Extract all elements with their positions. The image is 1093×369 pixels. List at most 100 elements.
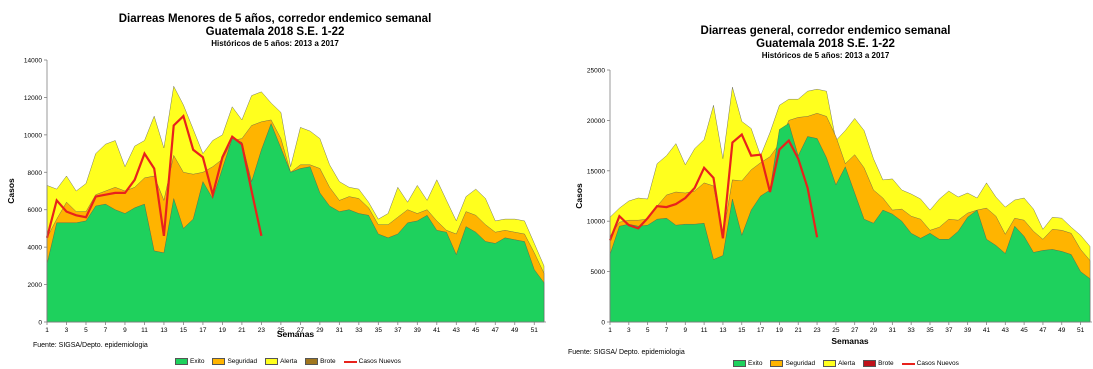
line-casos-nuevos xyxy=(45,114,263,239)
x-tick-label: 23 xyxy=(813,327,821,334)
x-tick-label: 31 xyxy=(889,327,897,334)
x-tick-label: 15 xyxy=(180,327,188,334)
x-tick-label: 37 xyxy=(394,327,402,334)
legend-swatch-seguridad xyxy=(770,360,784,367)
legend-swatch-brote xyxy=(863,360,877,367)
legend-item-seguridad: Seguridad xyxy=(770,360,815,367)
chart-panel-general: Diarreas general, corredor endemico sema… xyxy=(558,0,1093,369)
legend-label-casos-nuevos: Casos Nuevos xyxy=(358,358,401,365)
x-tick-label: 51 xyxy=(1077,327,1085,334)
legend-swatch-exito xyxy=(733,360,746,367)
line-casos-nuevos xyxy=(608,132,819,241)
x-tick-label: 43 xyxy=(453,327,461,334)
x-tick-label: 35 xyxy=(926,327,934,334)
legend-label-seguridad: Seguridad xyxy=(785,360,816,367)
x-tick-label: 33 xyxy=(355,327,363,334)
legend-swatch-casos-nuevos xyxy=(343,360,357,363)
chart-legend: Exito Seguridad Alerta Brote Casos Nuevo… xyxy=(175,358,409,365)
x-tick-label: 33 xyxy=(908,327,916,334)
x-tick-label: 47 xyxy=(1039,327,1047,334)
legend-item-alerta: Alerta xyxy=(823,360,855,367)
x-tick-label: 19 xyxy=(219,327,227,334)
y-tick-label: 8000 xyxy=(28,170,43,177)
y-axis-label: Casos xyxy=(574,183,584,209)
x-axis-label: Semanas xyxy=(277,329,315,339)
y-axis-label: Casos xyxy=(6,178,16,204)
x-axis-label: Semanas xyxy=(831,336,869,346)
legend-label-exito: Exito xyxy=(190,358,205,365)
x-tick-label: 49 xyxy=(511,327,519,334)
x-tick-label: 3 xyxy=(65,327,69,334)
chart-subtitle: Guatemala 2018 S.E. 1-22 xyxy=(205,26,345,38)
legend-item-casos-nuevos: Casos Nuevos xyxy=(901,360,959,367)
x-tick-label: 23 xyxy=(258,327,266,334)
x-tick-label: 11 xyxy=(141,327,148,334)
x-tick-label: 49 xyxy=(1058,327,1066,334)
x-tick-label: 13 xyxy=(160,327,168,334)
legend-label-casos-nuevos: Casos Nuevos xyxy=(916,360,959,367)
x-tick-label: 51 xyxy=(531,327,539,334)
x-tick-label: 9 xyxy=(683,327,687,334)
x-tick-label: 39 xyxy=(964,327,972,334)
x-tick-label: 37 xyxy=(945,327,953,334)
chart-panel-menores-5: Diarreas Menores de 5 años, corredor end… xyxy=(6,13,546,365)
legend-item-exito: Exito xyxy=(733,360,762,367)
legend-label-exito: Exito xyxy=(748,360,763,367)
legend-swatch-exito xyxy=(175,358,188,365)
chart-title: Diarreas Menores de 5 años, corredor end… xyxy=(118,13,432,25)
x-tick-label: 19 xyxy=(776,327,784,334)
y-tick-label: 4000 xyxy=(28,245,43,252)
legend-item-brote: Brote xyxy=(863,360,894,367)
chart-subtitle-historicos: Históricos de 5 años: 2013 a 2017 xyxy=(211,39,339,48)
legend-label-alerta: Alerta xyxy=(280,358,298,365)
legend-label-seguridad: Seguridad xyxy=(227,358,258,365)
y-tick-label: 10000 xyxy=(587,219,605,226)
x-tick-label: 27 xyxy=(851,327,859,334)
x-tick-label: 25 xyxy=(277,327,285,334)
legend-item-exito: Exito xyxy=(175,358,204,365)
y-tick-label: 15000 xyxy=(587,168,605,175)
x-tick-label: 21 xyxy=(795,327,803,334)
x-tick-label: 17 xyxy=(199,327,207,334)
x-tick-label: 21 xyxy=(238,327,246,334)
y-tick-label: 2000 xyxy=(28,282,43,289)
x-tick-label: 41 xyxy=(433,327,441,334)
y-tick-label: 20000 xyxy=(587,118,605,125)
y-tick-label: 0 xyxy=(38,320,42,327)
legend-item-brote: Brote xyxy=(305,358,336,365)
y-tick-label: 25000 xyxy=(587,68,605,75)
legend-swatch-brote xyxy=(305,358,319,365)
y-tick-label: 0 xyxy=(601,320,605,327)
x-tick-label: 45 xyxy=(1021,327,1029,334)
x-tick-label: 9 xyxy=(123,327,127,334)
x-tick-label: 3 xyxy=(627,327,631,334)
source-note: Fuente: SIGSA/Depto. epidemiologia xyxy=(33,342,148,349)
x-tick-label: 13 xyxy=(719,327,727,334)
area-exito xyxy=(609,123,1091,323)
x-tick-label: 43 xyxy=(1002,327,1010,334)
x-tick-label: 17 xyxy=(757,327,765,334)
area-exito xyxy=(46,123,545,323)
chart-subtitle: Guatemala 2018 S.E. 1-22 xyxy=(756,38,895,50)
x-tick-label: 47 xyxy=(492,327,500,334)
y-tick-label: 6000 xyxy=(28,207,43,214)
source-note: Fuente: SIGSA/ Depto. epidemiologia xyxy=(568,349,685,356)
legend-label-brote: Brote xyxy=(878,360,894,367)
x-tick-label: 7 xyxy=(665,327,669,334)
x-tick-label: 5 xyxy=(84,327,88,334)
chart-legend: Exito Seguridad Alerta Brote Casos Nuevo… xyxy=(733,360,967,367)
x-tick-label: 1 xyxy=(608,327,612,334)
legend-item-seguridad: Seguridad xyxy=(212,358,257,365)
legend-item-casos-nuevos: Casos Nuevos xyxy=(343,358,401,365)
x-tick-label: 5 xyxy=(646,327,650,334)
x-tick-label: 31 xyxy=(336,327,344,334)
x-tick-label: 29 xyxy=(316,327,324,334)
legend-label-brote: Brote xyxy=(320,358,336,365)
y-tick-label: 12000 xyxy=(24,95,42,102)
x-tick-label: 45 xyxy=(472,327,480,334)
chart-subtitle-historicos: Históricos de 5 años: 2013 a 2017 xyxy=(761,51,890,60)
x-tick-label: 1 xyxy=(45,327,49,334)
y-tick-label: 5000 xyxy=(591,269,606,276)
